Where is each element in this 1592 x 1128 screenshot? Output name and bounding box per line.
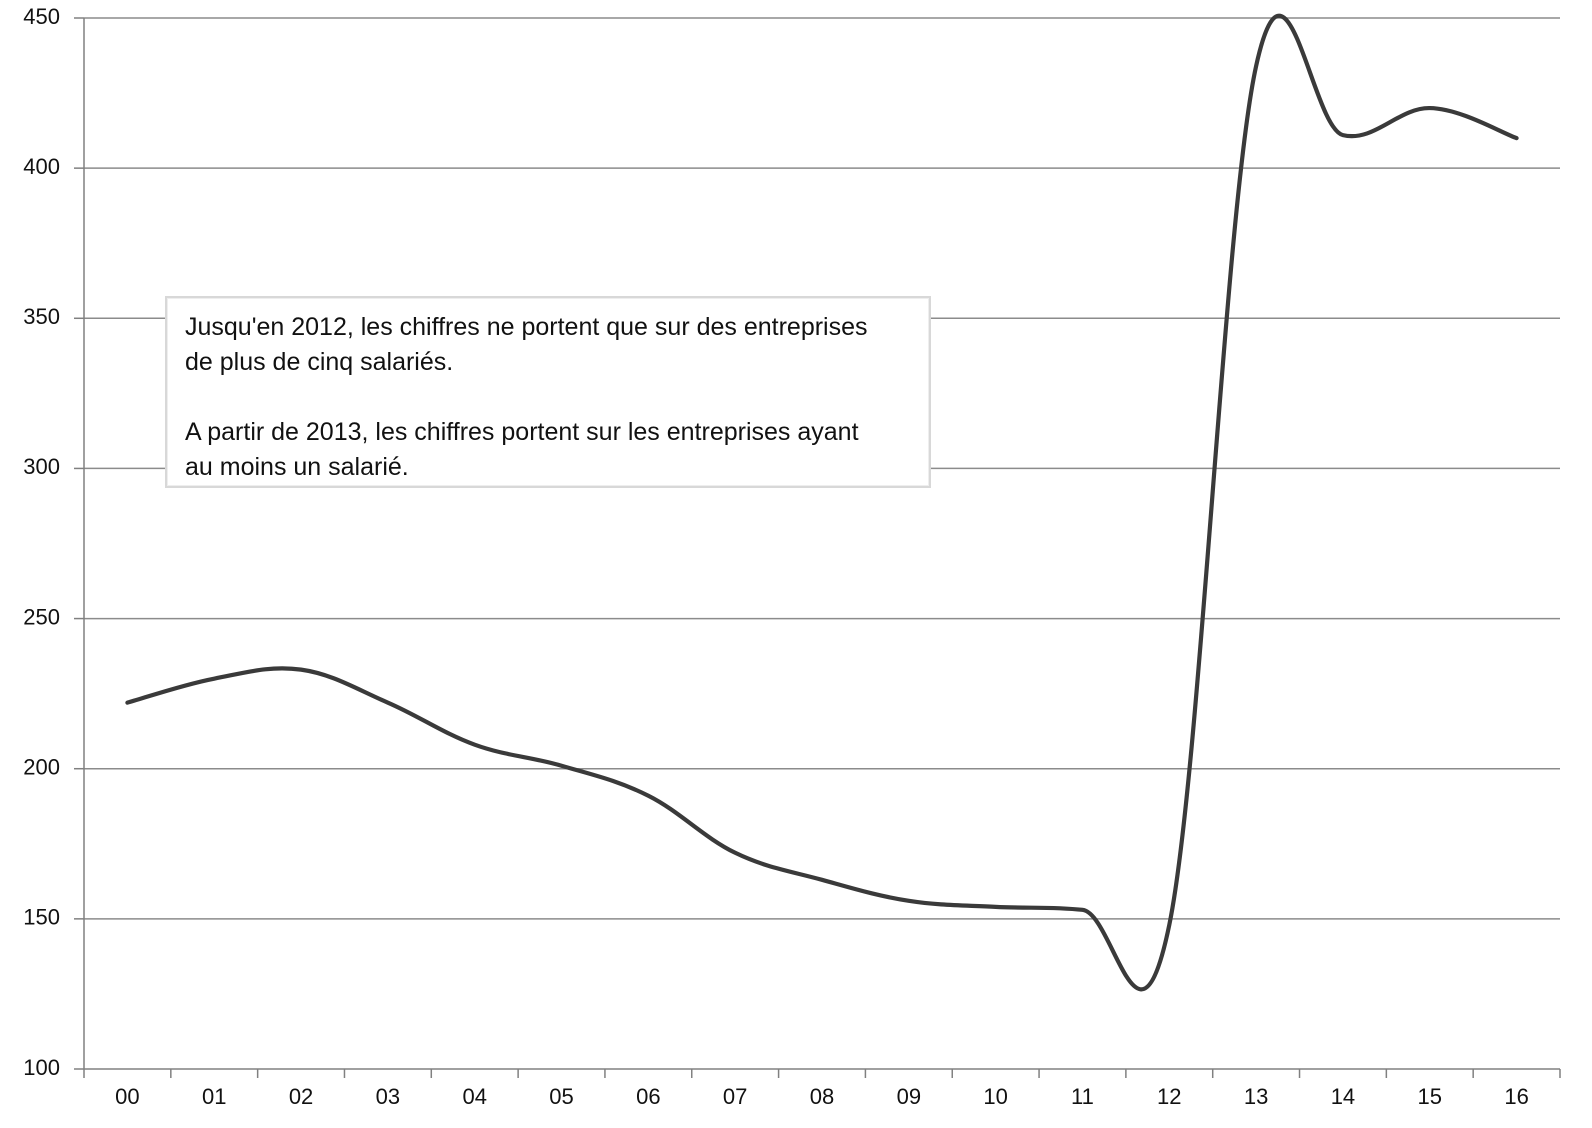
x-tick-label-13: 13 (1244, 1084, 1268, 1109)
y-tick-label-200: 200 (23, 755, 60, 780)
y-tick-label-250: 250 (23, 604, 60, 629)
annotation-line-2: de plus de cinq salariés. (185, 348, 454, 376)
x-tick-label-09: 09 (897, 1084, 921, 1109)
x-tick-label-06: 06 (636, 1084, 660, 1109)
y-tick-label-300: 300 (23, 454, 60, 479)
x-tick-label-12: 12 (1157, 1084, 1181, 1109)
y-tick-label-layer: 100 150 200 250 300 350 400 450 (23, 4, 60, 1080)
y-tick-label-100: 100 (23, 1055, 60, 1080)
annotation-box: Jusqu'en 2012, les chiffres ne portent q… (165, 296, 931, 488)
x-tick-label-05: 05 (549, 1084, 573, 1109)
y-tick-label-350: 350 (23, 304, 60, 329)
annotation-paragraph-2: A partir de 2013, les chiffres portent s… (185, 415, 911, 485)
series-layer (125, 13, 1519, 992)
annotation-paragraph-1: Jusqu'en 2012, les chiffres ne portent q… (185, 310, 911, 380)
y-tick-label-450: 450 (23, 4, 60, 29)
series-line-0 (125, 13, 1519, 992)
axis-layer (74, 17, 1561, 1078)
annotation-line-1: Jusqu'en 2012, les chiffres ne portent q… (185, 313, 868, 341)
x-tick-label-15: 15 (1418, 1084, 1442, 1109)
x-tick-label-layer: 00 01 02 03 04 05 06 07 08 09 10 11 12 13 14 15 16 (115, 1084, 1529, 1109)
x-tick-label-16: 16 (1504, 1084, 1528, 1109)
x-tick-label-07: 07 (723, 1084, 747, 1109)
x-tick-label-14: 14 (1331, 1084, 1355, 1109)
x-tick-label-03: 03 (376, 1084, 400, 1109)
y-tick-label-150: 150 (23, 905, 60, 930)
x-tick-label-01: 01 (202, 1084, 226, 1109)
x-tick-label-00: 00 (115, 1084, 139, 1109)
x-tick-label-04: 04 (462, 1084, 486, 1109)
x-tick-label-08: 08 (810, 1084, 834, 1109)
x-tick-label-10: 10 (983, 1084, 1007, 1109)
y-tick-label-400: 400 (23, 154, 60, 179)
annotation-line-3: A partir de 2013, les chiffres portent s… (185, 418, 859, 446)
x-tick-label-02: 02 (289, 1084, 313, 1109)
annotation-line-4: au moins un salarié. (185, 453, 409, 481)
x-tick-label-11: 11 (1071, 1084, 1094, 1109)
